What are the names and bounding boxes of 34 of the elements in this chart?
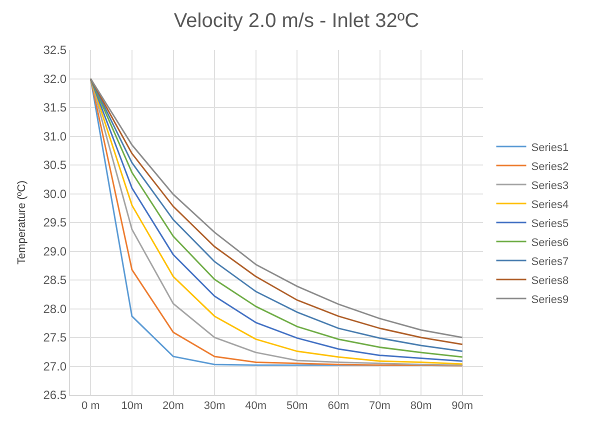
legend-label: Series8 [531, 274, 569, 287]
legend-label: Series5 [531, 218, 569, 230]
x-tick-label: 10m [121, 400, 143, 412]
y-tick-label: 27.5 [43, 330, 67, 345]
y-tick-label: 30.5 [43, 158, 67, 172]
x-tick-label: 70m [369, 400, 390, 412]
y-tick-label: 30.0 [43, 186, 67, 201]
legend-label: Series6 [531, 236, 569, 249]
legend-label: Series7 [531, 256, 569, 268]
y-tick-label: 27.0 [43, 359, 67, 374]
legend-label: Series9 [531, 294, 569, 306]
x-tick-label: 0 m [81, 400, 100, 412]
legend-label: Series2 [531, 160, 569, 173]
legend-label: Series4 [531, 198, 569, 211]
y-tick-label: 32.5 [43, 43, 67, 58]
x-tick-label: 60m [328, 400, 350, 412]
y-tick-label: 32.0 [43, 72, 67, 86]
legend-label: Series3 [531, 180, 569, 192]
y-tick-label: 31.0 [43, 129, 67, 144]
x-tick-label: 90m [452, 400, 474, 412]
x-tick-label: 50m [286, 400, 308, 412]
y-tick-label: 29.0 [43, 244, 67, 258]
x-tick-label: 40m [245, 400, 267, 412]
y-tick-label: 29.5 [43, 216, 67, 230]
y-tick-label: 28.5 [43, 273, 67, 288]
chart-title: Velocity 2.0 m/s - Inlet 32ºC [174, 10, 420, 32]
x-tick-label: 30m [204, 400, 226, 412]
x-tick-label: 80m [410, 400, 432, 412]
y-tick-label: 31.5 [43, 100, 67, 115]
x-tick-label: 20m [162, 400, 184, 412]
y-tick-label: 28.0 [43, 302, 67, 316]
y-tick-label: 26.5 [43, 388, 67, 402]
y-axis-title: Temperature (ºC) [16, 180, 28, 265]
legend-label: Series1 [531, 142, 569, 154]
